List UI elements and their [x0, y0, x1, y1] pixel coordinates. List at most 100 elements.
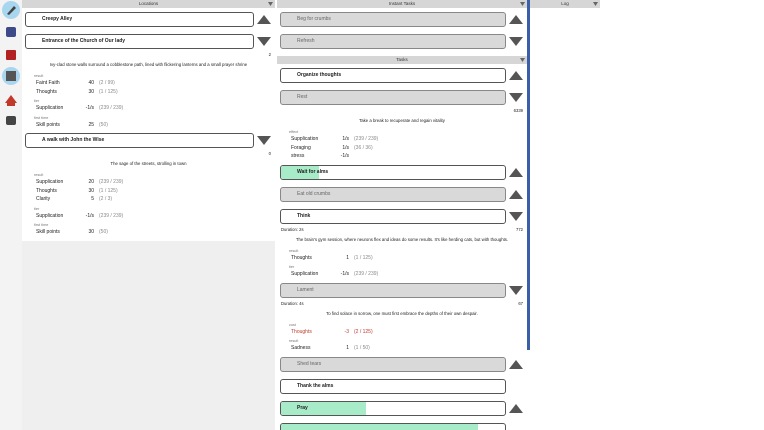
- arrow-up[interactable]: [508, 402, 524, 415]
- resource-amount: -1/s: [340, 153, 349, 159]
- resource-cap: (1 / 125): [99, 187, 118, 194]
- count: 6339: [513, 108, 523, 113]
- resource-amount: 1/s: [342, 136, 349, 142]
- arrow-down[interactable]: [508, 35, 524, 48]
- task-entry: Entrance of the Church of Our lady 2 Ivy-c…: [22, 30, 275, 129]
- task-button[interactable]: Wait for alms: [280, 164, 506, 180]
- task-button[interactable]: A walk with John the Wise: [25, 133, 254, 148]
- sidebar: [0, 0, 22, 430]
- arrow-up[interactable]: [508, 166, 524, 179]
- task-button[interactable]: Organize thoughts: [280, 68, 506, 83]
- task-button[interactable]: Pray: [280, 400, 506, 416]
- task-entry: Thank the alms: [277, 375, 527, 394]
- section-title: cost: [289, 322, 296, 327]
- resource-row: Clarity 5 (2 / 3): [36, 195, 275, 204]
- task-entry: Wait for alms: [277, 161, 527, 180]
- resource-name: Thoughts: [36, 88, 57, 95]
- task-button[interactable]: Rest: [280, 90, 506, 105]
- task-button[interactable]: [280, 422, 506, 430]
- task-label: A walk with John the Wise: [42, 137, 105, 143]
- task-row: Think: [280, 208, 524, 224]
- task-button[interactable]: Eat old crumbs: [280, 186, 506, 202]
- arrow-down[interactable]: [508, 91, 524, 104]
- arrow-space: [508, 424, 524, 430]
- task-button[interactable]: Thank the alms: [280, 378, 506, 394]
- task-label: Shed tears: [297, 360, 322, 367]
- task-label: Organize thoughts: [297, 72, 342, 78]
- scrollbar[interactable]: [527, 0, 530, 350]
- task-row: Shed tears: [280, 356, 524, 372]
- resource-amount: -1/s: [85, 105, 94, 111]
- resource-cap: (239 / 239): [99, 212, 124, 219]
- collapse-icon[interactable]: [520, 2, 525, 6]
- task-row: Refresh: [280, 34, 524, 49]
- resource-amount: 1: [346, 345, 349, 351]
- header-title: Locations: [138, 1, 159, 6]
- resource-name: Skill points: [36, 121, 60, 128]
- resource-row: Supplication -1/s (239 / 239): [36, 212, 275, 221]
- tasks-column: Instant Tasks Beg for crumbs Refresh Tasks O…: [277, 0, 527, 430]
- arrow-down[interactable]: [508, 210, 524, 223]
- task-label: Refresh: [297, 38, 315, 44]
- section-title: first time: [34, 223, 49, 227]
- task-button[interactable]: Think: [280, 208, 506, 224]
- duration: Duration: 4s: [281, 300, 304, 306]
- section-title: result: [289, 248, 299, 253]
- collapse-icon[interactable]: [268, 2, 273, 6]
- task-list: Organize thoughts Rest 6339 Take a break to…: [277, 64, 527, 430]
- arrow-up[interactable]: [256, 13, 272, 26]
- description: The brain's gym session, where neurons f…: [295, 236, 509, 242]
- arrow-up[interactable]: [508, 69, 524, 82]
- task-button[interactable]: Creepy Alley: [25, 12, 254, 27]
- count: 772: [516, 226, 523, 232]
- task-button[interactable]: Entrance of the Church of Our lady: [25, 34, 254, 49]
- task-row: [280, 422, 524, 430]
- arrow-up[interactable]: [508, 188, 524, 201]
- resource-amount: 30: [88, 229, 94, 235]
- column-header: Instant Tasks: [277, 0, 527, 8]
- task-list: Creepy Alley Entrance of the Church of Ou…: [22, 8, 275, 241]
- resource-amount: 5: [91, 196, 94, 202]
- task-label: Eat old crumbs: [297, 190, 331, 197]
- arrow-up[interactable]: [508, 13, 524, 26]
- collapse-icon[interactable]: [520, 58, 525, 62]
- arrow-down[interactable]: [508, 284, 524, 297]
- task-meta: 0: [26, 151, 271, 157]
- task-row: Pray: [280, 400, 524, 416]
- resource-cap: (1 / 50): [354, 345, 370, 351]
- resource-name: Supplication: [291, 271, 319, 277]
- task-entry: Organize thoughts: [277, 64, 527, 83]
- resource-name: Skill points: [36, 229, 60, 235]
- task-button[interactable]: Shed tears: [280, 356, 506, 372]
- task-button[interactable]: Lament: [280, 282, 506, 298]
- resource-name: Supplication: [291, 136, 319, 142]
- resource-row: stress -1/s: [291, 152, 527, 161]
- task-meta: 6339: [281, 108, 523, 114]
- resource-row: Thoughts 1 (1 / 125): [291, 254, 527, 263]
- description: To find solace in sorrow, one must first…: [326, 310, 478, 316]
- resource-cap: (239 / 239): [99, 105, 124, 111]
- task-label: Wait for alms: [297, 168, 329, 175]
- resource-name: stress: [291, 153, 305, 159]
- resource-amount: 40: [88, 80, 94, 86]
- resource-name: Supplication: [36, 212, 64, 219]
- description: Ivy-clad stone walls surround a cobblest…: [49, 62, 248, 67]
- task-label: [281, 427, 297, 430]
- task-button[interactable]: Beg for crumbs: [280, 12, 506, 27]
- task-row: Rest: [280, 90, 524, 105]
- resource-amount: 30: [88, 88, 94, 95]
- arrow-down[interactable]: [256, 35, 272, 48]
- collapse-icon[interactable]: [593, 2, 598, 6]
- progress-fill: [281, 401, 367, 415]
- task-label: Pray: [297, 404, 308, 411]
- arrow-down[interactable]: [256, 134, 272, 147]
- resource-amount: 1/s: [342, 144, 349, 151]
- task-button[interactable]: Refresh: [280, 34, 506, 49]
- resource-row: Skill points 25 (50): [36, 121, 275, 130]
- task-entry: [277, 419, 527, 430]
- task-entry: Beg for crumbs: [277, 8, 527, 27]
- resource-cap: (2 / 125): [354, 328, 373, 335]
- arrow-up[interactable]: [508, 358, 524, 371]
- locations-column: Locations Creepy Alley Entrance of the Chu…: [22, 0, 275, 430]
- header-title: Tasks: [396, 57, 408, 62]
